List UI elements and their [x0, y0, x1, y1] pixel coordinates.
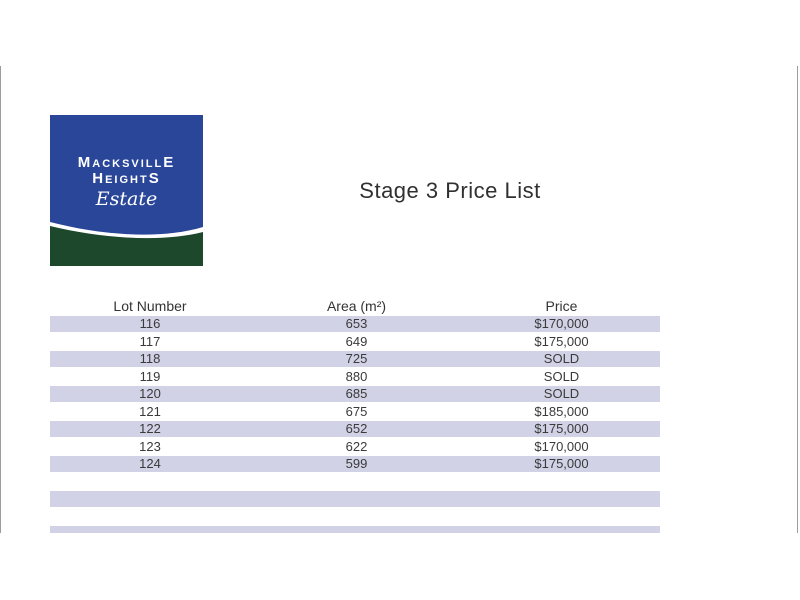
- column-header-lot-number: Lot Number: [113, 298, 187, 314]
- table-row: 119 880 SOLD: [50, 369, 660, 385]
- lot-number: 120: [139, 386, 161, 401]
- lot-area: 653: [345, 316, 368, 331]
- table-row: 117 649 $175,000: [50, 334, 660, 350]
- lot-number: 123: [139, 438, 161, 454]
- lot-price: $175,000: [534, 421, 589, 436]
- lot-area: 649: [345, 333, 368, 349]
- lot-price: $175,000: [534, 333, 589, 349]
- table-row-empty: [50, 474, 660, 490]
- lot-area: 599: [345, 456, 368, 471]
- price-table: Lot Number Area (m²) Price 116 653 $170,…: [50, 298, 660, 533]
- lot-price: SOLD: [543, 351, 580, 366]
- estate-logo: MacksvillE HeightS Estate: [50, 115, 203, 266]
- lot-area: 685: [345, 386, 368, 401]
- table-header-row: Lot Number Area (m²) Price: [50, 298, 660, 316]
- table-row: 120 685 SOLD: [50, 386, 660, 402]
- lot-number: 119: [139, 368, 161, 384]
- lot-number: 124: [139, 456, 161, 471]
- lot-number: 122: [139, 421, 161, 436]
- estate-logo-graphic: [50, 115, 203, 266]
- lot-area: 652: [345, 421, 368, 436]
- table-row-empty: [50, 491, 660, 507]
- lot-number: 118: [139, 351, 161, 366]
- table-row: 121 675 $185,000: [50, 404, 660, 420]
- lot-price: SOLD: [543, 386, 580, 401]
- table-row: 124 599 $175,000: [50, 456, 660, 472]
- lot-number: 116: [139, 316, 161, 331]
- lot-price: SOLD: [543, 368, 580, 384]
- logo-name-line1: MacksvillE: [77, 154, 176, 171]
- table-row: 123 622 $170,000: [50, 439, 660, 455]
- lot-area: 880: [345, 368, 368, 384]
- table-row: 118 725 SOLD: [50, 351, 660, 367]
- lot-number: 117: [139, 333, 161, 349]
- table-row-empty: [50, 526, 660, 533]
- page-title: Stage 3 Price List: [359, 178, 541, 203]
- lot-area: 725: [345, 351, 368, 366]
- column-header-area: Area (m²): [326, 298, 387, 314]
- logo-text: MacksvillE HeightS Estate: [50, 154, 203, 211]
- lot-price: $170,000: [534, 316, 589, 331]
- lot-area: 675: [345, 403, 368, 419]
- lot-area: 622: [345, 438, 368, 454]
- lot-price: $175,000: [534, 456, 589, 471]
- lot-number: 121: [139, 403, 161, 419]
- table-row: 122 652 $175,000: [50, 421, 660, 437]
- lot-price: $185,000: [534, 403, 589, 419]
- column-header-price: Price: [545, 298, 578, 314]
- logo-name-line2: HeightS: [92, 170, 161, 187]
- lot-price: $170,000: [534, 438, 589, 454]
- logo-name-script: Estate: [95, 188, 158, 210]
- table-row-empty: [50, 509, 660, 525]
- scanned-document: MacksvillE HeightS Estate Stage 3 Price …: [0, 66, 798, 533]
- table-row: 116 653 $170,000: [50, 316, 660, 332]
